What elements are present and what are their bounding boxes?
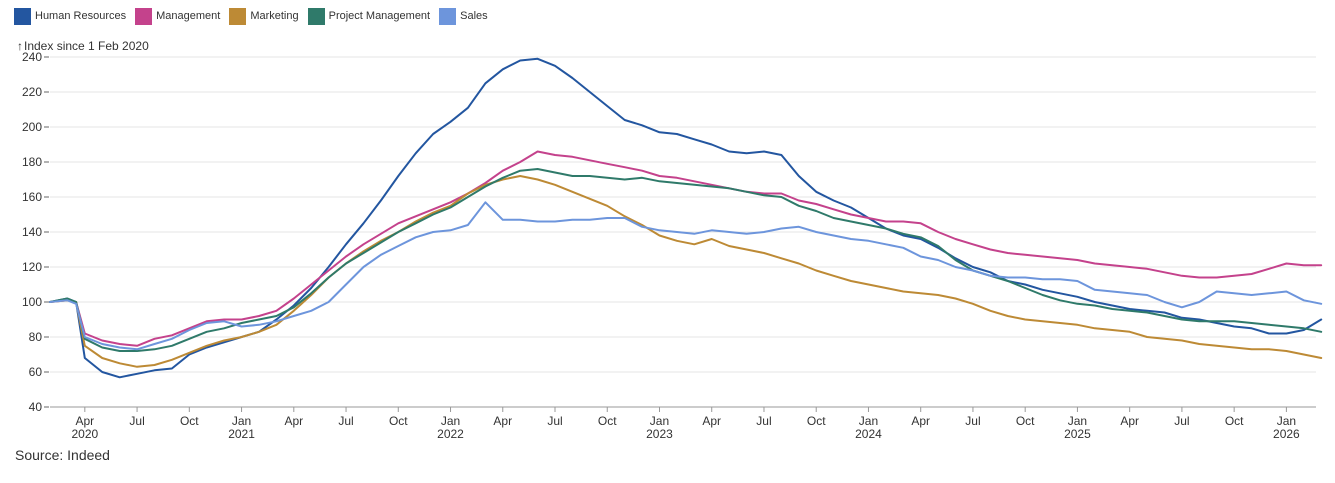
x-tick-year-label: 2025 [1064, 427, 1091, 440]
x-tick-label: Jan [441, 414, 460, 428]
up-arrow-icon: ↑ [17, 39, 23, 53]
x-tick-label: Jan [650, 414, 669, 428]
series-line-project-management [49, 168, 1323, 352]
x-tick-label: Oct [389, 414, 408, 428]
y-tick-label: 100 [22, 295, 42, 309]
unit-label-text: Index since 1 Feb 2020 [24, 39, 149, 53]
y-axis: 40 60 80 100 120 140 160 180 200 220 240 [22, 50, 49, 414]
x-tick-year-label: 2024 [855, 427, 882, 440]
gridlines [50, 56, 1316, 408]
x-tick-label: Jul [965, 414, 980, 428]
x-tick-year-label: 2020 [71, 427, 98, 440]
series-lines [49, 57, 1323, 379]
legend-label: Human Resources [35, 10, 127, 22]
legend: Human Resources Management Marketing Pro… [14, 7, 497, 25]
x-tick-label: Apr [911, 414, 930, 428]
y-tick-label: 200 [22, 120, 42, 134]
x-tick-label: Jan [1277, 414, 1296, 428]
x-tick-year-label: 2021 [228, 427, 255, 440]
legend-label: Management [156, 10, 221, 22]
y-tick-label: 40 [29, 400, 43, 414]
x-tick-label: Oct [807, 414, 826, 428]
x-tick-year-label: 2026 [1273, 427, 1300, 440]
y-tick-label: 80 [29, 330, 43, 344]
legend-swatch [307, 7, 325, 25]
series-line-human-resources [49, 57, 1323, 379]
x-tick-label: Jul [547, 414, 562, 428]
x-tick-label: Jan [1068, 414, 1087, 428]
x-tick-label: Jan [859, 414, 878, 428]
x-tick-year-label: 2022 [437, 427, 464, 440]
x-tick-label: Jul [338, 414, 353, 428]
y-tick-label: 240 [22, 50, 42, 64]
y-tick-label: 120 [22, 260, 42, 274]
series-line-marketing [49, 175, 1323, 368]
x-tick-label: Jul [129, 414, 144, 428]
series-line-management [49, 150, 1323, 347]
x-tick-label: Jul [756, 414, 771, 428]
x-tick-label: Oct [598, 414, 617, 428]
source-note: Source: Indeed [15, 447, 110, 463]
x-tick-label: Apr [284, 414, 303, 428]
legend-label: Project Management [328, 10, 431, 22]
x-tick-label: Apr [75, 414, 94, 428]
y-tick-label: 160 [22, 190, 42, 204]
x-tick-label: Apr [702, 414, 721, 428]
x-tick-label: Oct [1016, 414, 1035, 428]
y-tick-label: 60 [29, 365, 43, 379]
y-tick-label: 180 [22, 155, 42, 169]
legend-swatch [14, 7, 31, 25]
legend-item-sales[interactable]: Sales [439, 7, 488, 25]
y-axis-unit-label: ↑Index since 1 Feb 2020 [17, 39, 149, 53]
legend-swatch [135, 7, 153, 25]
x-tick-label: Jul [1174, 414, 1189, 428]
y-tick-label: 140 [22, 225, 42, 239]
series-line-sales [49, 201, 1323, 351]
legend-item-human-resources[interactable]: Human Resources [14, 7, 127, 25]
x-tick-label: Apr [1120, 414, 1139, 428]
legend-swatch [229, 7, 247, 25]
legend-item-management[interactable]: Management [135, 7, 221, 25]
legend-label: Sales [460, 10, 488, 22]
legend-swatch [439, 7, 457, 25]
x-tick-label: Oct [1225, 414, 1244, 428]
x-tick-label: Jan [232, 414, 251, 428]
x-tick-label: Oct [180, 414, 199, 428]
y-tick-label: 220 [22, 85, 42, 99]
line-chart: ↑Index since 1 Feb 2020 40 60 80 100 120 140 1… [17, 39, 1323, 440]
legend-item-marketing[interactable]: Marketing [229, 7, 299, 25]
legend-item-project-management[interactable]: Project Management [307, 7, 431, 25]
legend-label: Marketing [250, 10, 299, 22]
x-tick-label: Apr [493, 414, 512, 428]
x-tick-year-label: 2023 [646, 427, 673, 440]
